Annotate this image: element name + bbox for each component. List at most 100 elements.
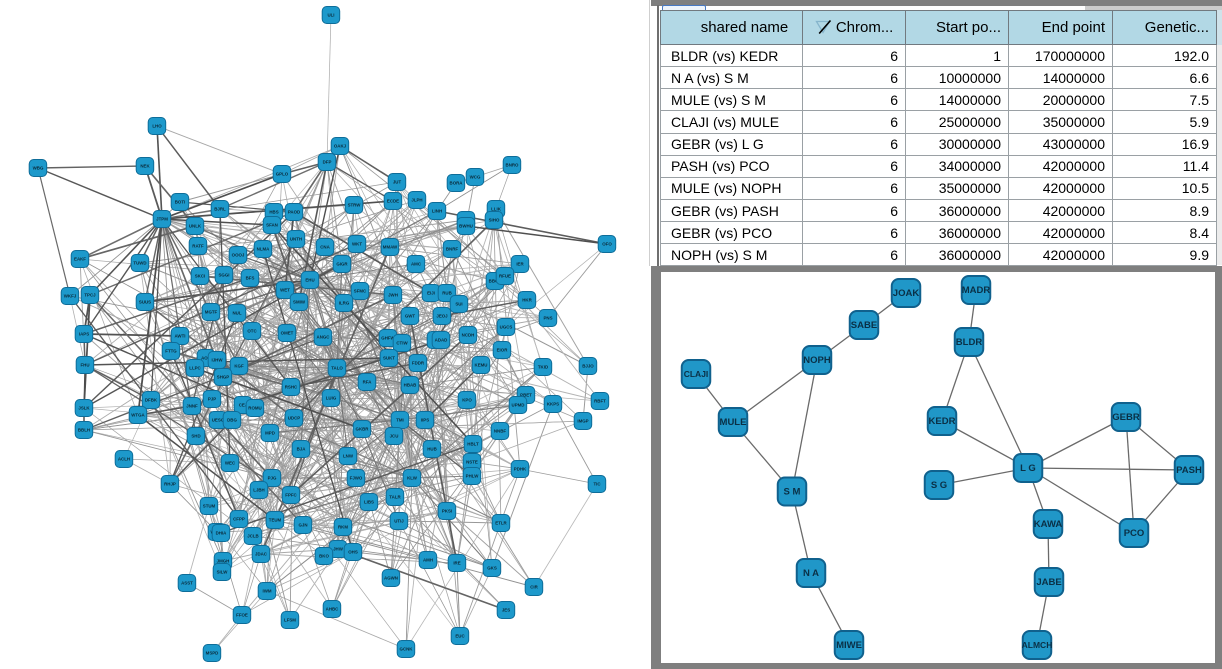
svg-text:TALR: TALR <box>389 495 401 500</box>
svg-text:JCLB: JCLB <box>247 534 258 539</box>
svg-text:IJHW: IJHW <box>212 358 224 363</box>
svg-text:GEBR: GEBR <box>1112 412 1140 423</box>
svg-text:AMH: AMH <box>423 558 433 563</box>
svg-text:MPD: MPD <box>265 431 275 436</box>
svg-text:PJG: PJG <box>268 476 277 481</box>
svg-text:UTIJ: UTIJ <box>394 519 404 524</box>
svg-text:IRE: IRE <box>453 561 460 566</box>
svg-text:NEK: NEK <box>140 164 150 169</box>
svg-text:TKID: TKID <box>538 365 548 370</box>
svg-text:GJN: GJN <box>298 523 307 528</box>
svg-text:SFMC: SFMC <box>354 289 367 294</box>
svg-text:BOTI: BOTI <box>175 200 186 205</box>
svg-text:MMAW: MMAW <box>383 245 398 250</box>
svg-text:STUM: STUM <box>203 504 216 509</box>
svg-text:PASH: PASH <box>1176 465 1202 476</box>
svg-text:NOPH: NOPH <box>803 355 831 366</box>
svg-text:SUUS: SUUS <box>139 300 151 305</box>
svg-text:PCO: PCO <box>1124 528 1145 539</box>
svg-text:LIBS: LIBS <box>364 500 374 505</box>
svg-text:UGCS: UGCS <box>500 325 513 330</box>
svg-text:N A: N A <box>803 568 819 579</box>
svg-text:LHO: LHO <box>152 124 162 129</box>
svg-text:WKFJ: WKFJ <box>64 294 77 299</box>
svg-text:EIJI: EIJI <box>427 291 435 296</box>
svg-text:HUB: HUB <box>427 447 437 452</box>
svg-text:SKCI: SKCI <box>195 274 206 279</box>
svg-text:UNTH: UNTH <box>290 237 302 242</box>
svg-text:WBG: WBG <box>33 166 44 171</box>
svg-text:PBET: PBET <box>520 393 532 398</box>
svg-text:AOK: AOK <box>201 356 212 361</box>
svg-text:MIWE: MIWE <box>836 640 862 651</box>
svg-text:LJBH: LJBH <box>253 488 264 493</box>
svg-text:NNBF: NNBF <box>494 429 507 434</box>
svg-text:HBAB: HBAB <box>404 383 417 388</box>
svg-text:AWTI: AWTI <box>175 334 186 339</box>
svg-text:IIPS: IIPS <box>421 418 429 423</box>
svg-text:MGTF: MGTF <box>205 310 218 315</box>
svg-text:JABE: JABE <box>1036 577 1061 588</box>
svg-text:CEJ: CEJ <box>239 403 248 408</box>
svg-text:KGF: KGF <box>234 364 244 369</box>
svg-text:UESG: UESG <box>212 418 225 423</box>
svg-text:RSHC: RSHC <box>285 385 298 390</box>
svg-text:PKSI: PKSI <box>442 509 452 514</box>
svg-text:AMC: AMC <box>411 262 422 267</box>
svg-text:JDAC: JDAC <box>255 552 268 557</box>
svg-text:CIR: CIR <box>530 585 538 590</box>
svg-text:BKO: BKO <box>319 554 329 559</box>
svg-text:LNW: LNW <box>343 454 354 459</box>
svg-text:ALMCH: ALMCH <box>1022 640 1053 650</box>
svg-text:BJA: BJA <box>297 447 307 452</box>
svg-text:JUT: JUT <box>393 180 402 185</box>
svg-text:KAWA: KAWA <box>1034 519 1063 530</box>
svg-text:RFUE: RFUE <box>499 274 511 279</box>
svg-text:ACLH: ACLH <box>118 457 130 462</box>
svg-text:CFPP: CFPP <box>233 517 245 522</box>
svg-text:HBLT: HBLT <box>467 442 479 447</box>
svg-text:CLAJI: CLAJI <box>684 369 709 379</box>
svg-text:BORA: BORA <box>450 181 464 186</box>
svg-text:JMGH: JMGH <box>217 559 230 564</box>
svg-text:BLDR: BLDR <box>956 337 983 348</box>
svg-text:ULI: ULI <box>327 13 334 18</box>
svg-text:PJP: PJP <box>208 397 216 402</box>
svg-text:MSPD: MSPD <box>206 651 219 656</box>
svg-text:IWM: IWM <box>262 589 271 594</box>
svg-text:TIC: TIC <box>593 482 601 487</box>
svg-text:RATF: RATF <box>192 244 204 249</box>
svg-text:OOOJ: OOOJ <box>232 253 245 258</box>
svg-text:SMIW: SMIW <box>293 300 306 305</box>
svg-text:AHBC: AHBC <box>326 607 340 612</box>
svg-text:OFO: OFO <box>602 242 612 247</box>
svg-text:BJRL: BJRL <box>214 207 226 212</box>
svg-text:BNRO: BNRO <box>506 163 520 168</box>
svg-text:BFS: BFS <box>246 276 255 281</box>
svg-text:PDHK: PDHK <box>514 467 527 472</box>
svg-text:OTC: OTC <box>247 329 257 334</box>
svg-text:WCG: WCG <box>470 175 481 180</box>
svg-text:JLPH: JLPH <box>411 198 422 203</box>
svg-text:NLMA: NLMA <box>257 247 271 252</box>
svg-text:FJWO: FJWO <box>350 476 363 481</box>
svg-text:JTPM: JTPM <box>156 217 168 222</box>
svg-text:SUI: SUI <box>455 302 462 307</box>
svg-text:FDDR: FDDR <box>412 361 425 366</box>
svg-text:TALO: TALO <box>331 366 343 371</box>
svg-text:NCDH: NCDH <box>462 333 475 338</box>
svg-text:STRW: STRW <box>348 203 362 208</box>
svg-text:IAPS: IAPS <box>79 332 89 337</box>
svg-text:S M: S M <box>784 487 801 498</box>
svg-text:WEC: WEC <box>225 461 236 466</box>
svg-text:JES: JES <box>502 608 510 613</box>
svg-text:FHU: FHU <box>80 363 89 368</box>
svg-text:NUL: NUL <box>232 311 241 316</box>
svg-text:JCU: JCU <box>390 434 399 439</box>
svg-text:DHIA: DHIA <box>216 531 228 536</box>
svg-text:JWH: JWH <box>388 293 398 298</box>
svg-text:GKBR: GKBR <box>356 427 370 432</box>
svg-text:ECDE: ECDE <box>387 199 399 204</box>
svg-text:KLW: KLW <box>407 476 418 481</box>
svg-text:ETLR: ETLR <box>495 521 507 526</box>
